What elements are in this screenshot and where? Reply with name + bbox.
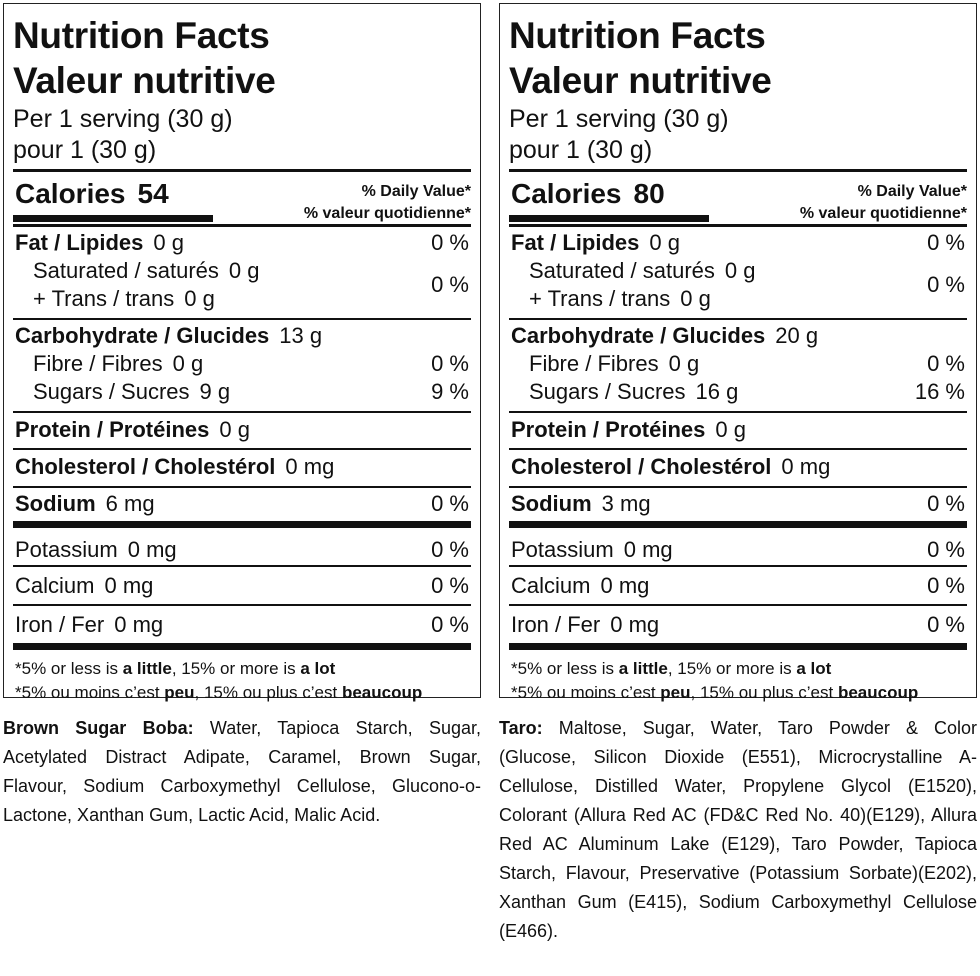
calories-row: Calories 54 % Daily Value*% valeur quotid… — [13, 172, 471, 224]
carb-section: Carbohydrate / Glucides 13 g Fibre / Fibr… — [13, 318, 471, 406]
footnote-en: *5% or less is a little, 15% or more is … — [511, 659, 832, 678]
calories: Calories 54 — [15, 178, 169, 209]
serving-en: Per 1 serving (30 g) — [509, 105, 729, 133]
potassium-row: Potassium 0 mg 0 % — [511, 537, 965, 562]
footnote-en: *5% or less is a little, 15% or more is … — [15, 659, 336, 678]
sodium-row: Sodium 3 mg 0 % — [511, 491, 965, 516]
sodium-section: Sodium 3 mg 0 % — [509, 486, 967, 521]
cholesterol-row: Cholesterol / Cholestérol 0 mg — [511, 454, 831, 479]
title-en: Nutrition Facts — [509, 15, 766, 56]
footnote: *5% or less is a little, 15% or more is … — [509, 650, 967, 705]
calories-row: Calories 80 % Daily Value*% valeur quotid… — [509, 172, 967, 224]
calories: Calories 80 — [511, 178, 665, 209]
calories-bar — [13, 215, 213, 222]
potassium-section: Potassium 0 mg 0 % — [509, 528, 967, 565]
sugars-row: Sugars / Sucres 16 g 16 % — [529, 379, 965, 404]
cholesterol-section: Cholesterol / Cholestérol 0 mg — [509, 448, 967, 486]
iron-section: Iron / Fer 0 mg 0 % — [509, 604, 967, 643]
ingredients-name: Taro: — [499, 718, 543, 738]
nutrition-label-taro: Nutrition Facts Valeur nutritive Per 1 s… — [499, 3, 977, 702]
sodium-row: Sodium 6 mg 0 % — [15, 491, 469, 516]
carb-row: Carbohydrate / Glucides 20 g — [511, 323, 819, 348]
carb-row: Carbohydrate / Glucides 13 g — [15, 323, 323, 348]
iron-row: Iron / Fer 0 mg 0 % — [511, 612, 965, 637]
thick-divider — [13, 643, 471, 650]
cholesterol-section: Cholesterol / Cholestérol 0 mg — [13, 448, 471, 486]
iron-row: Iron / Fer 0 mg 0 % — [15, 612, 469, 637]
trans-row: + Trans / trans 0 g — [33, 286, 215, 311]
serving-en: Per 1 serving (30 g) — [13, 105, 233, 133]
footnote-fr: *5% ou moins c’est peu, 15% ou plus c’es… — [15, 683, 423, 702]
nutrition-label-brown-sugar-boba: Nutrition Facts Valeur nutritive Per 1 s… — [3, 3, 481, 702]
sodium-section: Sodium 6 mg 0 % — [13, 486, 471, 521]
title-fr: Valeur nutritive — [13, 60, 276, 101]
protein-section: Protein / Protéines 0 g — [13, 411, 471, 448]
ingredients-text: Maltose, Sugar, Water, Taro Powder & Col… — [499, 718, 977, 941]
footnote: *5% or less is a little, 15% or more is … — [13, 650, 471, 705]
iron-section: Iron / Fer 0 mg 0 % — [13, 604, 471, 643]
thick-divider — [509, 521, 967, 528]
calcium-row: Calcium 0 mg 0 % — [511, 573, 965, 598]
footnote-fr: *5% ou moins c’est peu, 15% ou plus c’es… — [511, 683, 919, 702]
daily-value-header: % Daily Value*% valeur quotidienne* — [799, 183, 967, 222]
calcium-row: Calcium 0 mg 0 % — [15, 573, 469, 598]
trans-row: + Trans / trans 0 g — [529, 286, 711, 311]
ingredients-brown-sugar-boba: Brown Sugar Boba: Water, Tapioca Starch,… — [3, 714, 481, 830]
ingredients-taro: Taro: Maltose, Sugar, Water, Taro Powder… — [499, 714, 977, 946]
title-fr: Valeur nutritive — [509, 60, 772, 101]
calcium-section: Calcium 0 mg 0 % — [13, 565, 471, 604]
title-en: Nutrition Facts — [13, 15, 270, 56]
serving-fr: pour 1 (30 g) — [13, 136, 157, 164]
calcium-section: Calcium 0 mg 0 % — [509, 565, 967, 604]
carb-section: Carbohydrate / Glucides 20 g Fibre / Fibr… — [509, 318, 967, 406]
calories-value: 54 — [137, 178, 169, 209]
protein-row: Protein / Protéines 0 g — [511, 417, 746, 442]
thick-divider — [509, 643, 967, 650]
divider — [509, 169, 967, 172]
divider — [13, 169, 471, 172]
potassium-section: Potassium 0 mg 0 % — [13, 528, 471, 565]
daily-value-header: % Daily Value*% valeur quotidienne* — [303, 183, 471, 222]
protein-section: Protein / Protéines 0 g — [509, 411, 967, 448]
serving-fr: pour 1 (30 g) — [509, 136, 653, 164]
protein-row: Protein / Protéines 0 g — [15, 417, 250, 442]
potassium-row: Potassium 0 mg 0 % — [15, 537, 469, 562]
calories-value: 80 — [633, 178, 665, 209]
cholesterol-row: Cholesterol / Cholestérol 0 mg — [15, 454, 335, 479]
ingredients-name: Brown Sugar Boba: — [3, 718, 194, 738]
ingredients-text: Water, Tapioca Starch, Sugar, Acetylated… — [3, 718, 481, 825]
calories-bar — [509, 215, 709, 222]
thick-divider — [13, 521, 471, 528]
